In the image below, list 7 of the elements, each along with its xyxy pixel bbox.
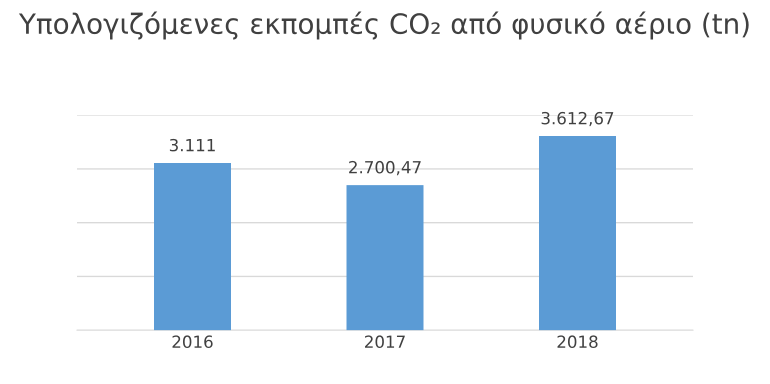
chart-title: Υπολογιζόμενες εκπομπές CO₂ από φυσικό αέριο (tn): [18, 12, 749, 40]
data-label: 3.612,67: [542, 112, 614, 126]
data-label: 3.111: [170, 138, 215, 152]
x-tick-label: 2016: [172, 335, 213, 348]
x-tick-label: 2018: [558, 335, 598, 348]
data-label: 2.700,47: [349, 160, 421, 176]
x-tick-label: 2017: [365, 335, 405, 348]
